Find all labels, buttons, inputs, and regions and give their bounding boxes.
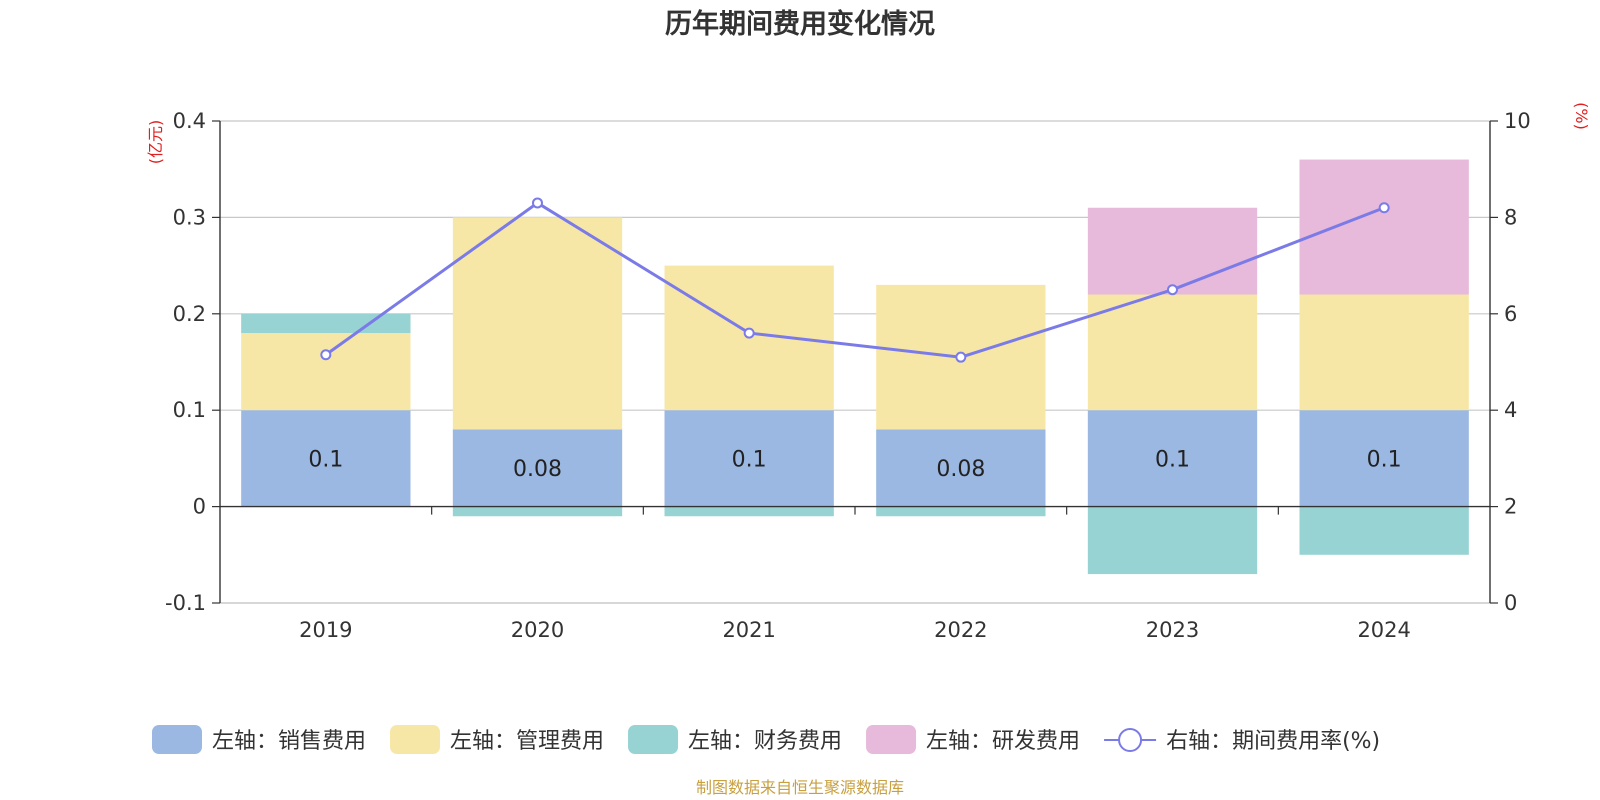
grid-lines [220, 120, 1490, 604]
legend: 左轴：销售费用 左轴：管理费用 左轴：财务费用 左轴：研发费用 右轴：期间费用率(%) [152, 725, 1380, 754]
rate-point [1378, 202, 1390, 214]
data-labels: 0.1 0.08 0.1 0.08 0.1 0.1 [308, 447, 1401, 482]
right-axis-unit: (%) [1572, 102, 1591, 130]
rate-line-path [324, 201, 1385, 359]
left-axis-tick-label: 0.3 [173, 205, 206, 229]
bar-segment [452, 217, 623, 430]
bar-segment [876, 429, 1046, 507]
category-label: 2024 [1357, 618, 1410, 642]
bar-segment [241, 313, 411, 334]
rate-point [955, 351, 967, 363]
left-axis-tick-label: 0.4 [173, 109, 206, 133]
bar-segment [876, 506, 1046, 517]
legend-swatch [866, 725, 917, 754]
category-label: 2021 [722, 618, 775, 642]
rate-point [320, 349, 332, 361]
bar-segment [1299, 294, 1469, 411]
category-label: 2019 [299, 618, 352, 642]
axes: -0.1 0 0.1 0.2 0.3 0.4 0 2 4 6 8 10 2019 2020 2021 2022… [165, 109, 1531, 642]
bar-segment [1087, 506, 1258, 575]
bar-segment [1087, 410, 1258, 507]
left-axis-tick-label: 0.1 [173, 398, 206, 422]
rate-point [1167, 284, 1178, 296]
bar-segment [1299, 410, 1469, 507]
right-axis-tick-label: 8 [1504, 205, 1517, 229]
left-axis-tick-label: -0.1 [165, 591, 206, 615]
bar-segment [452, 429, 623, 507]
right-axis-tick-label: 10 [1504, 109, 1531, 133]
bar-data-label: 0.08 [936, 457, 985, 482]
legend-label: 左轴：研发费用 [926, 729, 1080, 754]
bar-segment [1299, 159, 1469, 295]
bar-data-label: 0.1 [1367, 447, 1402, 472]
rate-point [532, 197, 543, 209]
bar-segment [241, 410, 411, 507]
bar-data-label: 0.08 [513, 457, 562, 482]
legend-label: 左轴：管理费用 [450, 729, 604, 754]
data-source-note: 制图数据来自恒生聚源数据库 [696, 778, 904, 797]
rate-line [320, 197, 1390, 363]
right-axis-tick-label: 2 [1504, 495, 1517, 519]
right-axis-tick-label: 6 [1504, 302, 1517, 326]
bar-segment [664, 410, 834, 507]
category-label: 2020 [511, 618, 564, 642]
right-axis-tick-label: 4 [1504, 398, 1517, 422]
left-axis-tick-label: 0 [193, 495, 206, 519]
category-label: 2022 [934, 618, 987, 642]
right-axis-tick-label: 0 [1504, 591, 1517, 615]
bar-segment [452, 506, 623, 517]
left-axis-tick-label: 0.2 [173, 302, 206, 326]
category-label: 2023 [1146, 618, 1199, 642]
legend-marker [1118, 728, 1143, 752]
bar-data-label: 0.1 [1155, 447, 1190, 472]
legend-label: 左轴：财务费用 [688, 729, 842, 754]
legend-swatch [152, 725, 202, 754]
legend-label: 右轴：期间费用率(%) [1166, 729, 1380, 754]
bar-data-label: 0.1 [732, 447, 767, 472]
left-axis-unit: (亿元) [146, 120, 165, 165]
bar-data-label: 0.1 [308, 447, 343, 472]
rate-point [743, 327, 755, 339]
bar-segment [241, 333, 411, 411]
bar-segment [1299, 506, 1469, 555]
bar-segment [1087, 207, 1258, 295]
bar-segment [664, 506, 834, 517]
legend-swatch [628, 725, 679, 754]
legend-label: 左轴：销售费用 [212, 729, 366, 754]
bar-segment [1087, 294, 1258, 411]
chart-title: 历年期间费用变化情况 [665, 8, 935, 40]
legend-swatch [390, 725, 441, 754]
